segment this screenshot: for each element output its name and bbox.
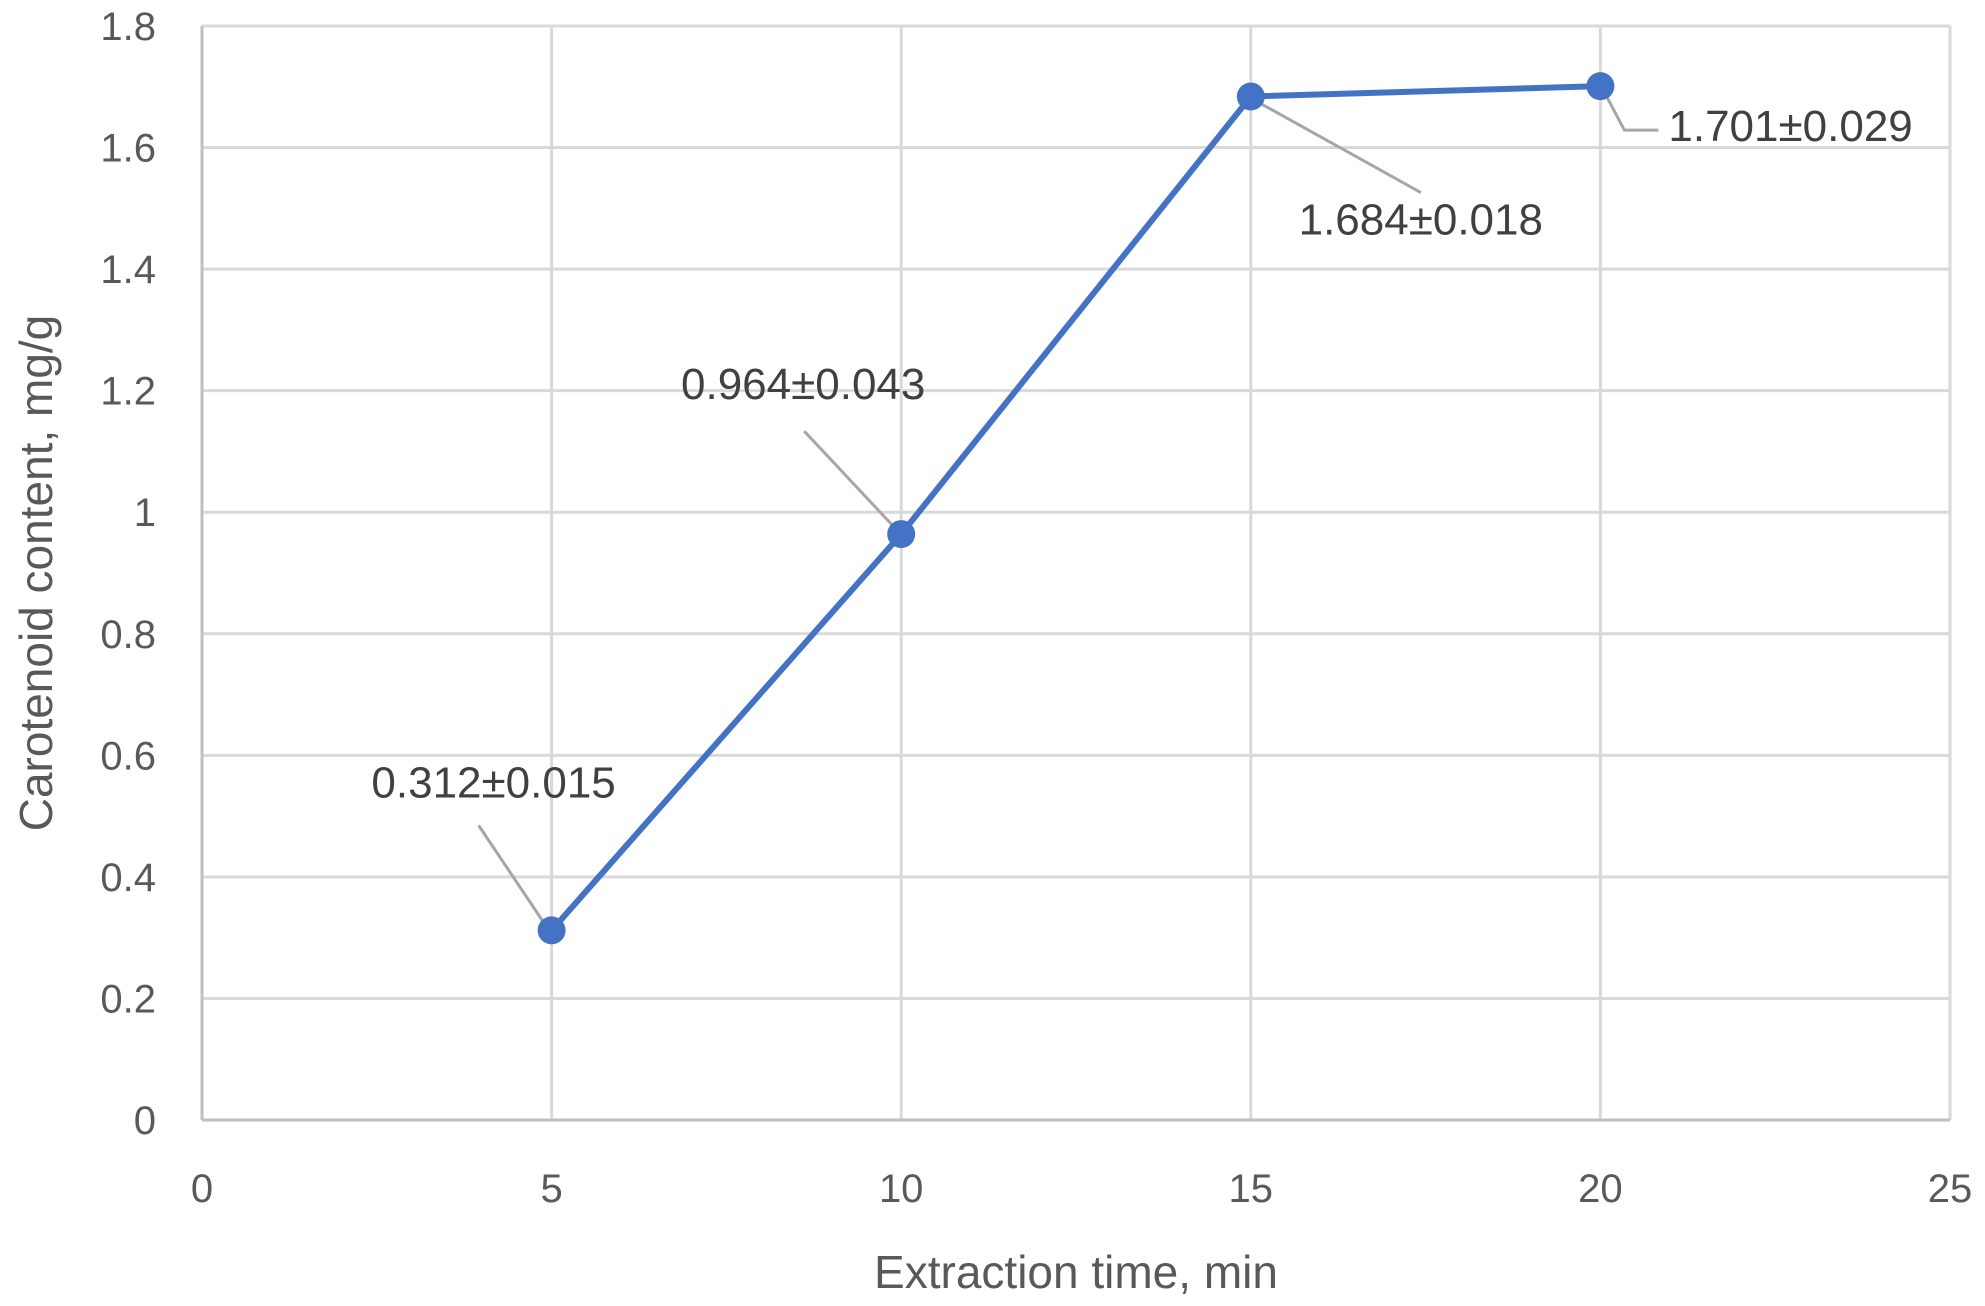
x-axis-title: Extraction time, min (874, 1246, 1278, 1298)
label-leader-line (803, 430, 895, 528)
data-point (537, 916, 566, 945)
y-tick-label: 1.6 (100, 127, 156, 171)
label-leader-line (1258, 101, 1422, 194)
label-leader-line (1603, 91, 1659, 132)
data-label: 0.964±0.043 (681, 360, 925, 409)
data-labels: 0.312±0.015 0.964±0.043 1.684±0.018 1.701±0… (371, 102, 1912, 807)
y-tick-label: 1.8 (100, 5, 156, 49)
data-label: 0.312±0.015 (371, 758, 615, 807)
x-tick-label: 5 (540, 1167, 562, 1211)
y-tick-label: 1 (134, 491, 156, 535)
label-leaders (477, 91, 1659, 924)
grid (202, 24, 1952, 1120)
data-label: 1.701±0.029 (1668, 102, 1912, 151)
y-tick-label: 1.4 (100, 248, 156, 292)
x-tick-label: 25 (1928, 1167, 1973, 1211)
y-tick-label: 0.8 (100, 613, 156, 657)
y-tick-label: 1.2 (100, 370, 156, 414)
y-tick-label: 0.2 (100, 977, 156, 1021)
x-tick-label: 20 (1578, 1167, 1623, 1211)
label-leader-line (477, 824, 545, 924)
data-point (1236, 82, 1265, 111)
x-tick-label: 10 (879, 1167, 924, 1211)
x-tick-label: 0 (191, 1167, 213, 1211)
data-point (1586, 72, 1615, 101)
tick-labels: 0 0.2 0.4 0.6 0.8 1 1.2 1.4 1.6 1.8 0 5 10 15 20 25 (100, 5, 1972, 1211)
data-label: 1.684±0.018 (1299, 196, 1543, 245)
series (537, 72, 1615, 945)
series-line (549, 83, 1601, 933)
x-tick-label: 15 (1229, 1167, 1274, 1211)
y-axis-title: Carotenoid content, mg/g (10, 315, 62, 832)
y-tick-label: 0 (134, 1099, 156, 1143)
axes (200, 26, 1950, 1122)
data-point (887, 520, 916, 549)
y-tick-label: 0.4 (100, 856, 156, 900)
y-tick-label: 0.6 (100, 734, 156, 778)
